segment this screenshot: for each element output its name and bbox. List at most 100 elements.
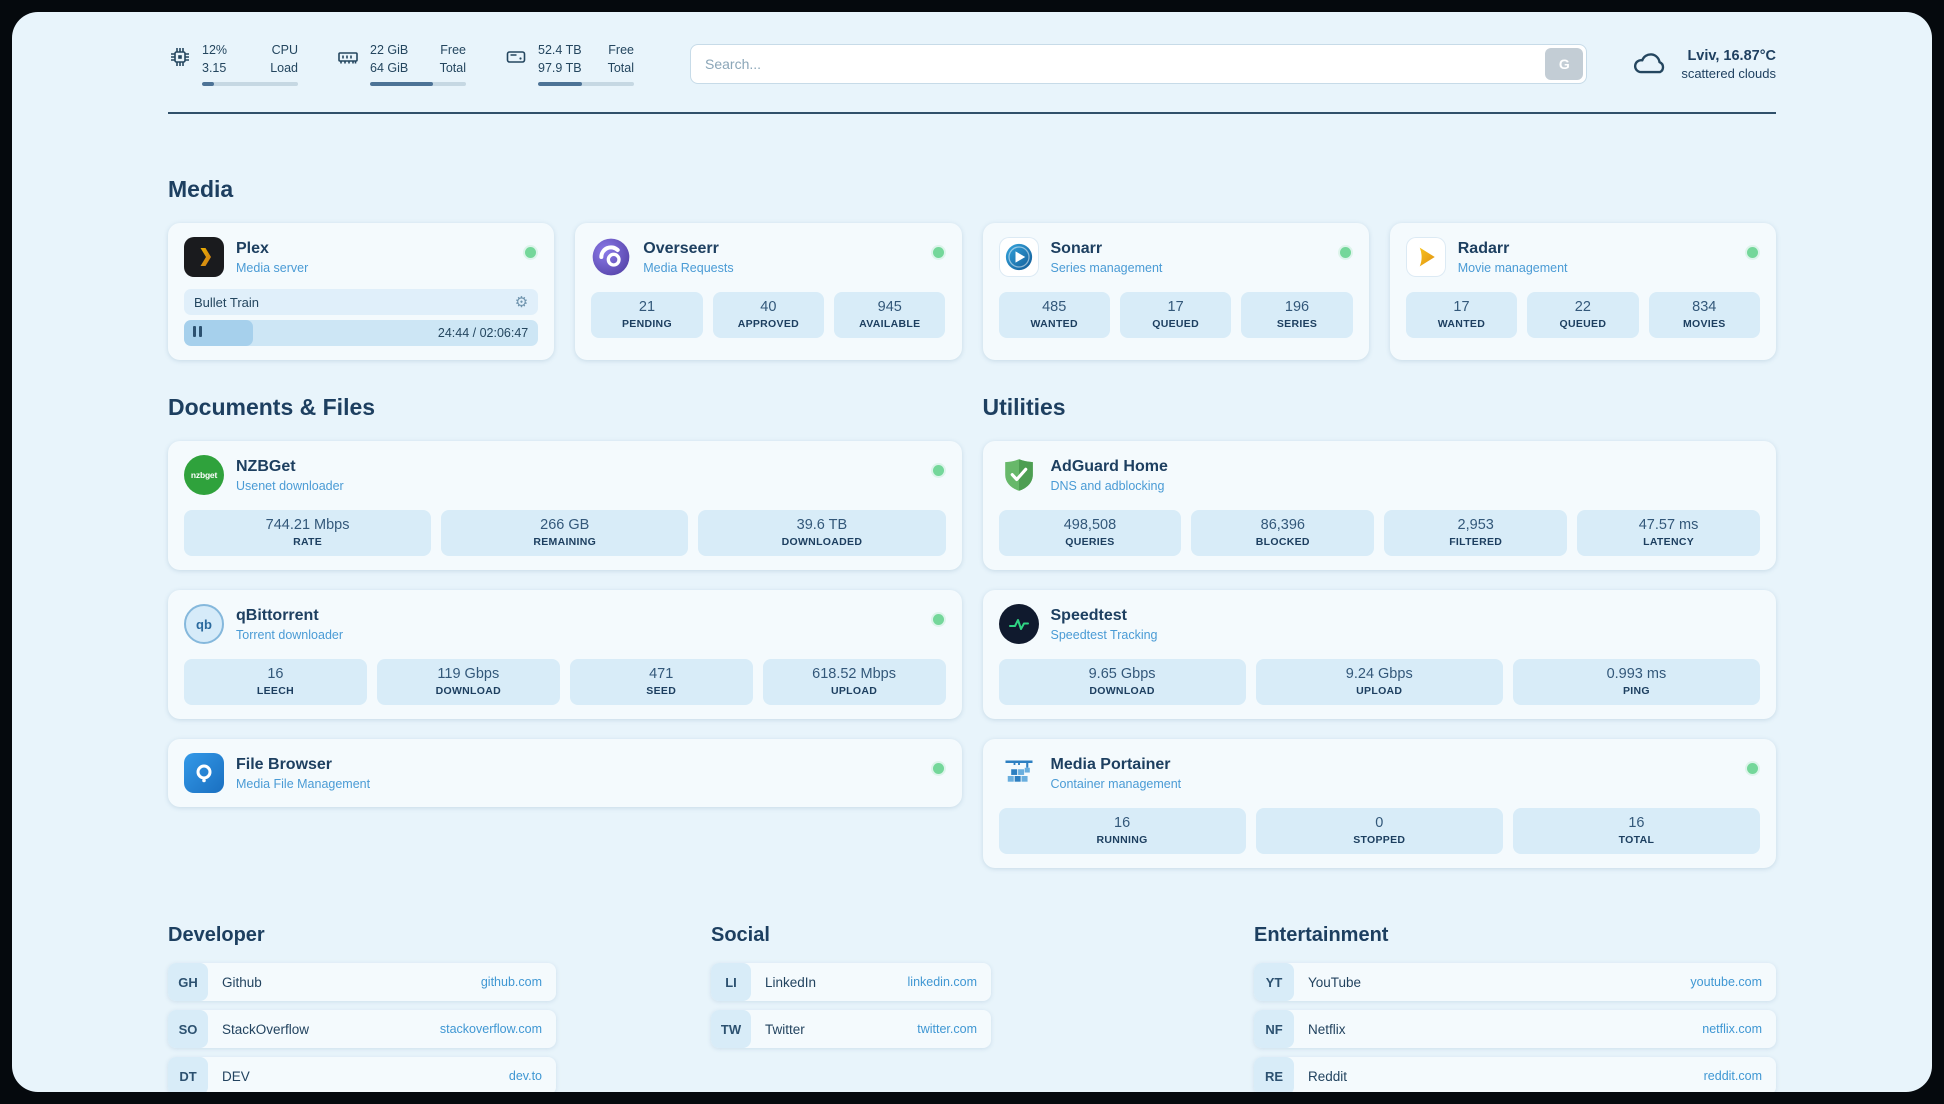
bookmark-url[interactable]: netflix.com xyxy=(1702,1022,1762,1036)
app-subtitle: Media Requests xyxy=(643,260,734,275)
nzbget-card[interactable]: nzbget NZBGet Usenet downloader 744.21 M… xyxy=(168,441,962,570)
bookmark-name: Github xyxy=(222,974,262,990)
bookmarks-title-social: Social xyxy=(711,924,770,946)
weather-widget[interactable]: Lviv, 16.87°C scattered clouds xyxy=(1631,47,1776,82)
status-indicator xyxy=(1747,247,1758,258)
bookmark-abbr: TW xyxy=(711,1010,751,1048)
bookmark-url[interactable]: youtube.com xyxy=(1690,975,1762,989)
status-indicator xyxy=(932,247,944,258)
pause-icon[interactable] xyxy=(193,324,205,342)
stat-blocked: 86,396 BLOCKED xyxy=(1191,510,1375,556)
bookmark-github[interactable]: GH Github github.com xyxy=(168,963,556,1001)
cpu-load-value: 3.15 xyxy=(202,60,227,75)
bookmark-url[interactable]: reddit.com xyxy=(1703,1069,1762,1083)
plex-card[interactable]: Plex Media server Bullet Train ⚙ 24:44 /… xyxy=(168,223,555,360)
status-indicator xyxy=(525,247,537,258)
app-subtitle: Speedtest Tracking xyxy=(1050,627,1158,642)
app-name: qBittorrent xyxy=(236,606,319,624)
stat-latency: 47.57 ms LATENCY xyxy=(1577,510,1760,556)
weather-location: Lviv, 16.87°C xyxy=(1687,47,1776,64)
section-title-media: Media xyxy=(168,176,234,202)
radarr-card[interactable]: Radarr Movie management 17 WANTED 22 QUE… xyxy=(1389,223,1776,360)
bookmarks-title-developer: Developer xyxy=(168,924,265,946)
adguard-icon xyxy=(999,455,1039,495)
bookmark-netflix[interactable]: NF Netflix netflix.com xyxy=(1254,1010,1776,1048)
bookmarks-entertainment: Entertainment YT YouTube youtube.com NF … xyxy=(1254,924,1776,1092)
stat-pending: 21 PENDING xyxy=(591,292,703,338)
qbittorrent-card[interactable]: qb qBittorrent Torrent downloader 16 LEE… xyxy=(168,590,962,719)
stat-downloaded: 39.6 TB DOWNLOADED xyxy=(698,510,946,556)
playback-time: 24:44 / 02:06:47 xyxy=(437,326,529,340)
bookmark-abbr: DT xyxy=(168,1057,208,1092)
stat-ping: 0.993 ms PING xyxy=(1512,659,1760,705)
documents-column: Documents & Files nzbget NZBGet Usenet d… xyxy=(168,394,962,868)
bookmark-reddit[interactable]: RE Reddit reddit.com xyxy=(1254,1057,1776,1092)
ram-progress-bar xyxy=(370,82,466,86)
settings-gear-icon[interactable]: ⚙ xyxy=(514,293,529,311)
status-indicator xyxy=(1339,247,1351,258)
stat-available: 945 AVAILABLE xyxy=(834,292,946,338)
bookmark-abbr: SO xyxy=(168,1010,208,1048)
app-name: Media Portainer xyxy=(1050,755,1171,773)
stat-movies: 834 MOVIES xyxy=(1648,292,1760,338)
stat-leech: 16 LEECH xyxy=(184,659,367,705)
speedtest-card[interactable]: Speedtest Speedtest Tracking 9.65 Gbps D… xyxy=(982,590,1776,719)
bookmark-url[interactable]: github.com xyxy=(480,975,542,989)
search-input[interactable] xyxy=(690,44,1588,84)
stat-wanted: 17 WANTED xyxy=(1405,292,1518,338)
bookmark-url[interactable]: twitter.com xyxy=(917,1022,977,1036)
sonarr-icon xyxy=(998,237,1039,277)
status-indicator xyxy=(1747,763,1758,774)
app-name: NZBGet xyxy=(236,457,296,475)
bookmark-url[interactable]: stackoverflow.com xyxy=(439,1022,542,1036)
disk-free-label: Free xyxy=(608,43,634,57)
stat-seed: 471 SEED xyxy=(569,659,753,705)
bookmark-url[interactable]: dev.to xyxy=(508,1069,542,1083)
stat-queued: 22 QUEUED xyxy=(1527,292,1639,338)
cloud-icon xyxy=(1631,47,1669,82)
bookmarks-developer: Developer GH Github github.com SO StackO… xyxy=(168,924,690,1092)
bookmark-abbr: LI xyxy=(711,963,751,1001)
portainer-card[interactable]: Media Portainer Container management 16 … xyxy=(982,739,1776,868)
cpu-percent: 12% xyxy=(202,43,228,57)
cpu-progress-bar xyxy=(202,82,298,86)
adguard-card[interactable]: AdGuard Home DNS and adblocking 498,508 … xyxy=(982,441,1776,570)
qbittorrent-icon: qb xyxy=(184,604,224,644)
playback-progress-bar[interactable]: 24:44 / 02:06:47 xyxy=(184,320,539,346)
cpu-monitor: 12% CPU 3.15 Load xyxy=(168,42,298,86)
bookmark-youtube[interactable]: YT YouTube youtube.com xyxy=(1254,963,1776,1001)
cpu-label: CPU xyxy=(271,43,298,57)
cpu-load-label: Load xyxy=(270,60,298,75)
ram-free-value: 22 GiB xyxy=(370,43,409,57)
app-name: AdGuard Home xyxy=(1050,457,1168,475)
now-playing-title-row: Bullet Train ⚙ xyxy=(184,289,539,315)
bookmark-url[interactable]: linkedin.com xyxy=(907,975,977,989)
stat-running: 16 RUNNING xyxy=(998,808,1246,854)
sonarr-card[interactable]: Sonarr Series management 485 WANTED 17 Q… xyxy=(982,223,1369,360)
ram-icon xyxy=(336,45,360,69)
bookmark-stackoverflow[interactable]: SO StackOverflow stackoverflow.com xyxy=(168,1010,556,1048)
bookmark-linkedin[interactable]: LI LinkedIn linkedin.com xyxy=(711,963,991,1001)
stat-upload: 618.52 Mbps UPLOAD xyxy=(762,659,946,705)
bookmark-dev[interactable]: DT DEV dev.to xyxy=(168,1057,556,1092)
ram-monitor: 22 GiB Free 64 GiB Total xyxy=(336,42,466,86)
now-playing-title: Bullet Train xyxy=(194,294,260,310)
bookmark-name: LinkedIn xyxy=(765,974,817,990)
bookmark-twitter[interactable]: TW Twitter twitter.com xyxy=(711,1010,991,1048)
app-subtitle: Series management xyxy=(1050,260,1163,275)
overseerr-card[interactable]: Overseerr Media Requests 21 PENDING 40 A… xyxy=(575,223,962,360)
bookmark-abbr: YT xyxy=(1254,963,1294,1001)
overseerr-icon xyxy=(591,237,631,277)
status-indicator xyxy=(932,763,944,774)
filebrowser-card[interactable]: File Browser Media File Management xyxy=(168,739,962,807)
disk-free-value: 52.4 TB xyxy=(538,43,582,57)
app-name: Radarr xyxy=(1457,239,1510,257)
stat-download: 119 Gbps DOWNLOAD xyxy=(376,659,560,705)
ram-free-label: Free xyxy=(440,43,466,57)
stat-rate: 744.21 Mbps RATE xyxy=(184,510,432,556)
stat-download: 9.65 Gbps DOWNLOAD xyxy=(998,659,1246,705)
system-monitors: 12% CPU 3.15 Load 22 GiB Free 64 Gi xyxy=(168,42,634,86)
bookmark-name: DEV xyxy=(222,1068,250,1084)
search-engine-button[interactable]: G xyxy=(1545,48,1584,80)
